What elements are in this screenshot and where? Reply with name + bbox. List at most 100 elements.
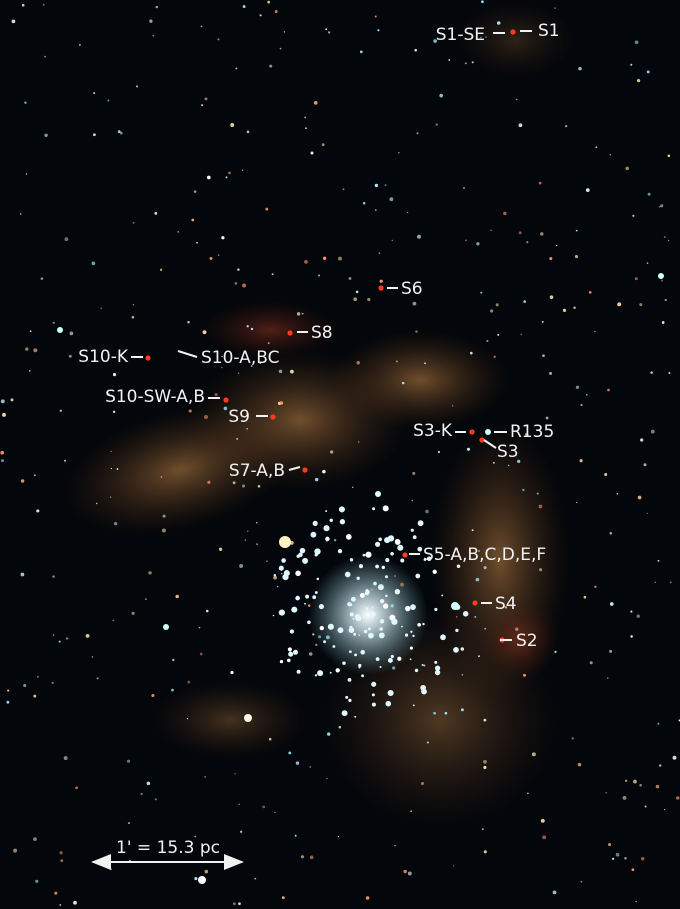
star: [636, 614, 640, 618]
star: [36, 509, 40, 513]
star: [262, 805, 266, 809]
star: [69, 331, 74, 336]
star: [394, 844, 396, 847]
star: [310, 151, 314, 155]
cluster-star: [434, 665, 441, 671]
star: [52, 321, 55, 324]
star: [254, 877, 257, 880]
star: [241, 169, 244, 172]
star: [237, 372, 240, 374]
star: [127, 822, 130, 825]
cluster-star: [387, 657, 393, 663]
star: [540, 232, 544, 236]
cluster-star: [412, 704, 415, 707]
bright-star: [57, 327, 63, 333]
star: [545, 416, 549, 420]
star: [433, 711, 436, 715]
star: [554, 7, 556, 9]
star: [279, 401, 284, 405]
source-label: S5-A,B,C,D,E,F: [423, 545, 546, 565]
cluster-star: [278, 609, 285, 616]
cluster-star: [375, 657, 380, 661]
star: [664, 298, 667, 302]
star: [25, 347, 29, 351]
star: [6, 700, 10, 704]
star: [635, 900, 637, 903]
cluster-star: [453, 647, 459, 653]
cluster-star: [417, 622, 422, 627]
star: [549, 371, 552, 375]
star: [194, 835, 197, 838]
star: [59, 851, 63, 855]
cluster-star: [455, 628, 459, 633]
star: [411, 499, 414, 502]
cluster-star: [385, 594, 388, 598]
star: [460, 708, 464, 712]
star: [274, 10, 278, 13]
source-label: S8: [311, 323, 333, 343]
star: [630, 63, 633, 66]
cluster-star: [299, 547, 306, 554]
cluster-star: [296, 669, 301, 674]
cluster-star: [338, 506, 345, 513]
star: [641, 857, 645, 861]
star: [308, 652, 313, 656]
star: [425, 509, 429, 514]
star: [232, 481, 236, 485]
cluster-star: [329, 518, 333, 523]
star: [672, 755, 677, 760]
cluster-star: [354, 715, 357, 718]
star: [250, 365, 253, 367]
star: [0, 399, 5, 404]
star: [313, 101, 318, 105]
star: [196, 241, 198, 244]
star: [517, 459, 521, 464]
star: [317, 635, 322, 639]
cluster-star: [382, 505, 389, 512]
star: [155, 5, 158, 9]
star: [0, 450, 5, 455]
star: [193, 190, 197, 193]
cluster-star: [295, 595, 300, 601]
star: [624, 779, 628, 782]
star: [217, 38, 220, 41]
star: [268, 737, 272, 741]
star: [669, 581, 672, 584]
star: [580, 403, 583, 407]
star: [412, 471, 416, 475]
star: [295, 761, 300, 765]
star: [110, 868, 112, 870]
star: [633, 779, 637, 784]
bright-star: [658, 273, 664, 279]
star: [353, 297, 358, 302]
cluster-star: [327, 623, 334, 630]
star: [44, 133, 48, 138]
source-label: S3-K: [413, 421, 453, 441]
cluster-star: [379, 619, 385, 624]
star: [119, 131, 123, 135]
star: [239, 564, 244, 568]
star: [116, 468, 119, 470]
star: [493, 355, 496, 358]
cluster-star: [348, 627, 355, 633]
cluster-star: [409, 658, 412, 661]
cluster-star: [410, 604, 416, 610]
star: [204, 776, 206, 778]
star: [60, 859, 64, 863]
star: [577, 762, 582, 767]
cluster-star: [364, 591, 370, 596]
star: [202, 330, 207, 335]
star: [486, 339, 489, 342]
star: [433, 39, 437, 43]
cluster-star: [295, 570, 301, 577]
star: [325, 635, 330, 640]
star: [204, 97, 208, 101]
cluster-star: [384, 575, 389, 579]
cluster-star: [362, 616, 365, 619]
bright-star: [485, 429, 491, 435]
star: [650, 429, 655, 434]
star: [206, 175, 211, 180]
star: [75, 786, 78, 790]
star: [327, 732, 331, 736]
